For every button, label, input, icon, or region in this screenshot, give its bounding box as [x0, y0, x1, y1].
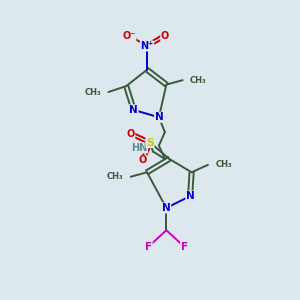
Text: N: N [154, 112, 163, 122]
Text: CH₃: CH₃ [190, 76, 207, 85]
Text: F: F [181, 242, 188, 252]
Text: N: N [129, 105, 138, 115]
Text: N⁺: N⁺ [140, 41, 154, 51]
Text: CH₃: CH₃ [215, 160, 232, 169]
Text: S: S [146, 138, 154, 148]
Text: O: O [127, 129, 135, 139]
Text: CH₃: CH₃ [84, 88, 101, 97]
Text: CH₃: CH₃ [106, 172, 123, 181]
Text: N: N [186, 191, 194, 201]
Text: O⁻: O⁻ [122, 31, 136, 40]
Text: F: F [145, 242, 152, 252]
Text: HN: HN [131, 143, 148, 153]
Text: O: O [138, 155, 147, 165]
Text: O: O [161, 31, 169, 40]
Text: N: N [162, 203, 171, 213]
